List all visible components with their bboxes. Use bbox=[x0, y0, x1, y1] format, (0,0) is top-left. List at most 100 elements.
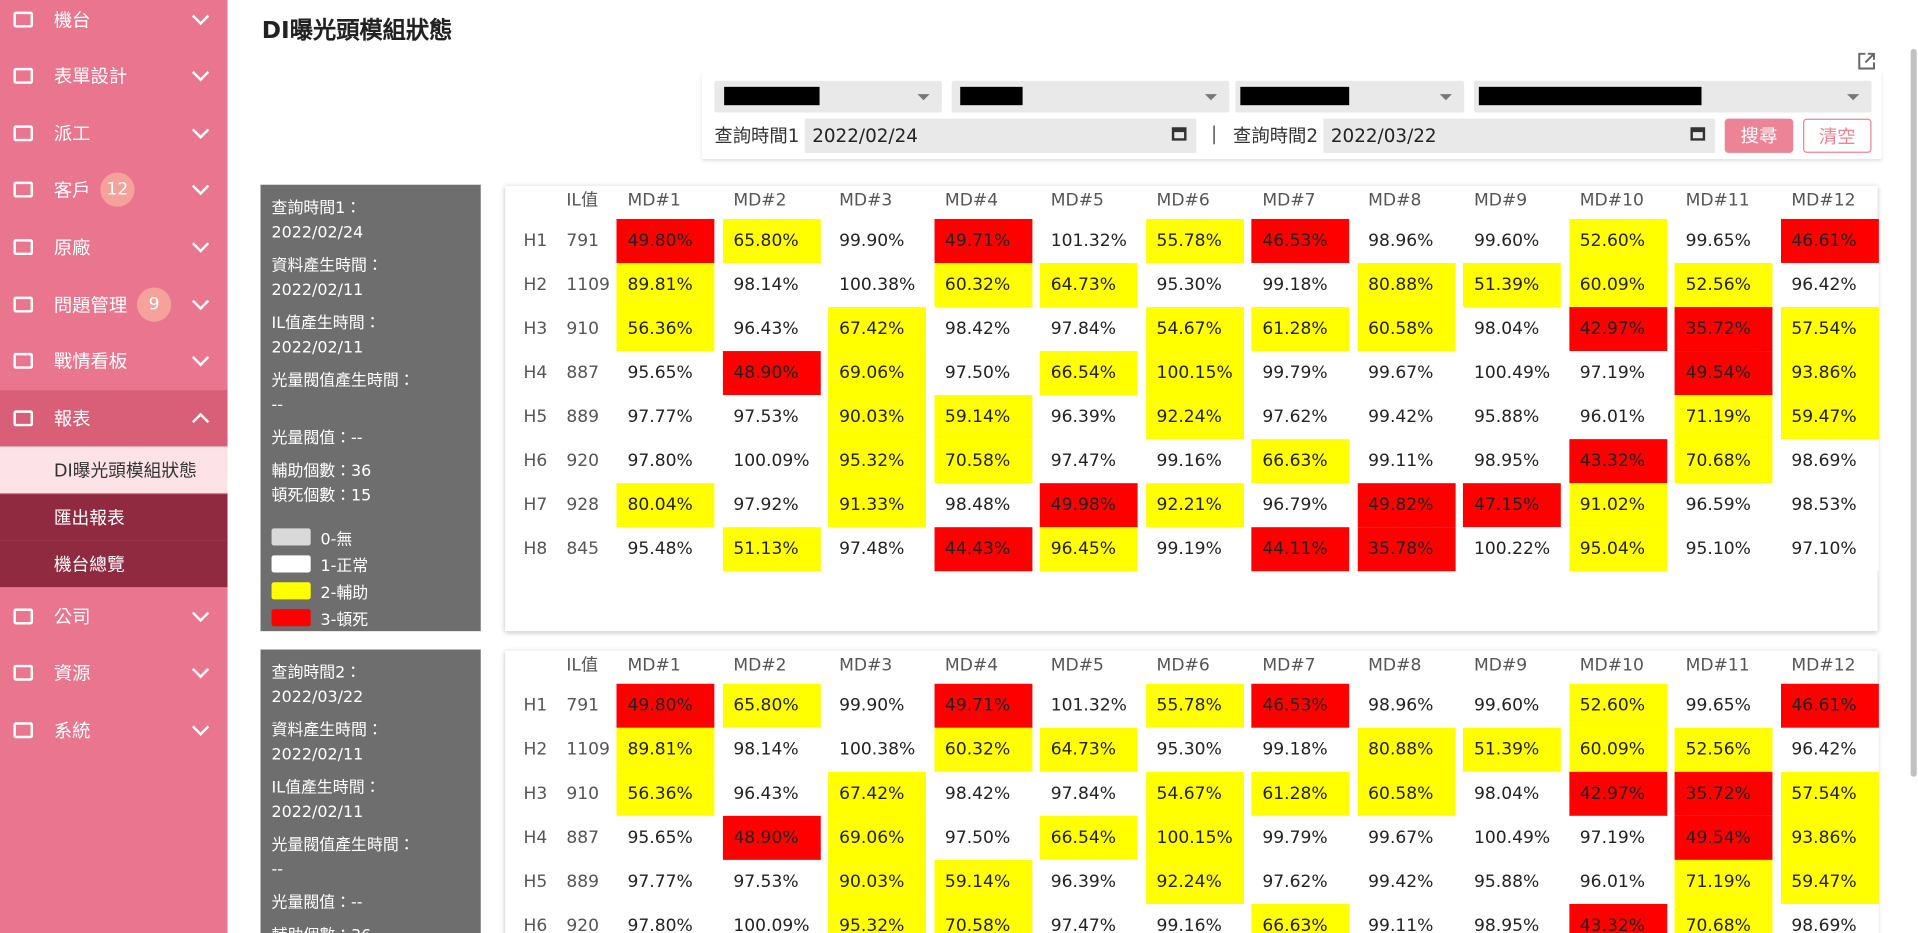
column-header: MD#2 bbox=[733, 190, 787, 211]
status-cell: 49.80% bbox=[616, 218, 715, 263]
status-cell: 97.47% bbox=[1039, 903, 1138, 933]
status-cell: 99.79% bbox=[1251, 815, 1350, 860]
search-button[interactable]: 搜尋 bbox=[1724, 118, 1794, 153]
status-cell: 48.90% bbox=[722, 351, 821, 396]
nav-item[interactable]: 問題管理 9 bbox=[0, 276, 228, 332]
nav-label: 派工 bbox=[53, 122, 91, 145]
scrollbar[interactable] bbox=[1910, 48, 1917, 777]
nav-label: 公司 bbox=[53, 606, 91, 629]
select[interactable] bbox=[714, 80, 942, 113]
nav-item[interactable]: 客戶 12 bbox=[0, 161, 228, 217]
il-value: 920 bbox=[566, 916, 600, 933]
status-cell: 98.53% bbox=[1780, 483, 1879, 528]
info-group: 輔助個數：36 bbox=[272, 925, 470, 933]
info-line: 查詢時間1： bbox=[271, 199, 362, 218]
legend-swatch bbox=[271, 582, 311, 600]
legend-label: 3-頓死 bbox=[320, 610, 369, 630]
status-cell: 42.97% bbox=[1568, 771, 1667, 816]
status-cell: 100.09% bbox=[722, 439, 821, 484]
nav-item[interactable]: 系統 bbox=[0, 702, 228, 758]
submenu-item[interactable]: DI曝光頭模組狀態 bbox=[0, 446, 228, 493]
row-header: H6 bbox=[523, 451, 548, 471]
status-cell: 98.69% bbox=[1780, 903, 1879, 933]
column-header: MD#12 bbox=[1791, 655, 1856, 676]
status-cell: 59.14% bbox=[933, 859, 1032, 904]
nav-item[interactable]: 機台 bbox=[0, 0, 228, 48]
status-cell: 46.53% bbox=[1251, 683, 1350, 728]
select[interactable] bbox=[1473, 80, 1872, 113]
status-cell: 99.65% bbox=[1674, 218, 1773, 263]
status-cell: 97.62% bbox=[1251, 395, 1350, 440]
column-header: MD#7 bbox=[1262, 190, 1316, 211]
row-header: H5 bbox=[523, 407, 548, 427]
status-cell: 96.01% bbox=[1568, 395, 1667, 440]
status-cell: 95.30% bbox=[1145, 727, 1244, 772]
status-cell: 92.24% bbox=[1145, 395, 1244, 440]
nav-item[interactable]: 報表 bbox=[0, 390, 228, 447]
date-input[interactable]: 2022/02/24 bbox=[804, 118, 1197, 153]
info-group: 查詢時間1： 2022/02/24 bbox=[272, 197, 470, 246]
status-cell: 98.04% bbox=[1462, 771, 1561, 816]
date-input[interactable]: 2022/03/22 bbox=[1323, 118, 1715, 153]
chevron bbox=[191, 349, 210, 367]
status-cell: 96.42% bbox=[1780, 727, 1879, 772]
legend-item: 3-頓死 bbox=[271, 604, 470, 631]
status-cell: 95.88% bbox=[1462, 859, 1561, 904]
il-value: 920 bbox=[566, 451, 600, 471]
status-cell: 64.73% bbox=[1039, 262, 1138, 308]
status-cell: 96.42% bbox=[1780, 262, 1879, 308]
legend-label: 1-正常 bbox=[320, 557, 369, 576]
il-value: 910 bbox=[566, 784, 600, 804]
clear-button[interactable]: 清空 bbox=[1803, 118, 1872, 153]
nav-item[interactable]: 公司 bbox=[0, 588, 228, 644]
info-group: 光量閥值產生時間： -- bbox=[272, 834, 470, 883]
badge: 12 bbox=[100, 172, 135, 207]
status-cell: 49.82% bbox=[1357, 483, 1456, 528]
date-value: 2022/03/22 bbox=[1330, 124, 1437, 147]
nav-item[interactable]: 戰情看板 bbox=[0, 333, 228, 389]
info-line: 2022/02/11 bbox=[271, 338, 364, 358]
chevron bbox=[191, 412, 210, 431]
status-cell: 44.43% bbox=[933, 527, 1032, 572]
nav-item[interactable]: 表單設計 bbox=[0, 48, 228, 104]
status-cell: 70.58% bbox=[933, 903, 1032, 933]
submenu-item[interactable]: 機台總覽 bbox=[0, 540, 228, 588]
nav-item[interactable]: 資源 bbox=[0, 645, 228, 701]
status-cell: 61.28% bbox=[1251, 771, 1350, 816]
status-cell: 99.60% bbox=[1462, 218, 1561, 263]
submenu-item[interactable]: 匯出報表 bbox=[0, 494, 228, 541]
status-cell: 49.54% bbox=[1674, 815, 1773, 860]
status-cell: 100.15% bbox=[1145, 815, 1244, 860]
info-line: IL值產生時間： bbox=[271, 314, 381, 333]
status-cell: 66.63% bbox=[1251, 439, 1350, 484]
external-link-icon[interactable] bbox=[1857, 51, 1877, 71]
status-cell: 100.22% bbox=[1462, 527, 1561, 572]
status-cell: 59.47% bbox=[1780, 395, 1879, 440]
nav-icon bbox=[13, 239, 34, 256]
status-cell: 97.80% bbox=[616, 439, 715, 484]
status-cell: 98.42% bbox=[933, 771, 1032, 816]
status-cell: 95.32% bbox=[828, 439, 926, 484]
il-value: 889 bbox=[566, 872, 600, 892]
select[interactable] bbox=[951, 80, 1230, 113]
status-cell: 66.54% bbox=[1039, 815, 1138, 860]
status-cell: 66.63% bbox=[1251, 903, 1350, 933]
info-line: 2022/02/11 bbox=[271, 746, 364, 765]
status-cell: 51.13% bbox=[722, 527, 821, 572]
status-cell: 96.79% bbox=[1251, 483, 1350, 528]
nav-item[interactable]: 派工 bbox=[0, 105, 228, 161]
info-line: -- bbox=[271, 861, 284, 880]
filter-label: 查詢時間2 bbox=[1232, 124, 1319, 147]
status-cell: 55.78% bbox=[1145, 218, 1244, 263]
status-cell: 99.65% bbox=[1674, 683, 1773, 728]
info-panel: 查詢時間1： 2022/02/24 資料產生時間： 2022/02/11 IL值產生時間… bbox=[260, 184, 481, 632]
column-header: MD#3 bbox=[839, 655, 893, 676]
select[interactable] bbox=[1235, 80, 1465, 113]
status-cell: 98.04% bbox=[1462, 307, 1561, 352]
info-panel: 查詢時間2： 2022/03/22 資料產生時間： 2022/02/11 IL值產生時間… bbox=[260, 649, 481, 933]
nav-item[interactable]: 原廠 bbox=[0, 219, 228, 275]
status-cell: 97.77% bbox=[616, 395, 715, 440]
status-cell: 97.10% bbox=[1780, 527, 1879, 572]
status-cell: 60.58% bbox=[1357, 771, 1456, 816]
